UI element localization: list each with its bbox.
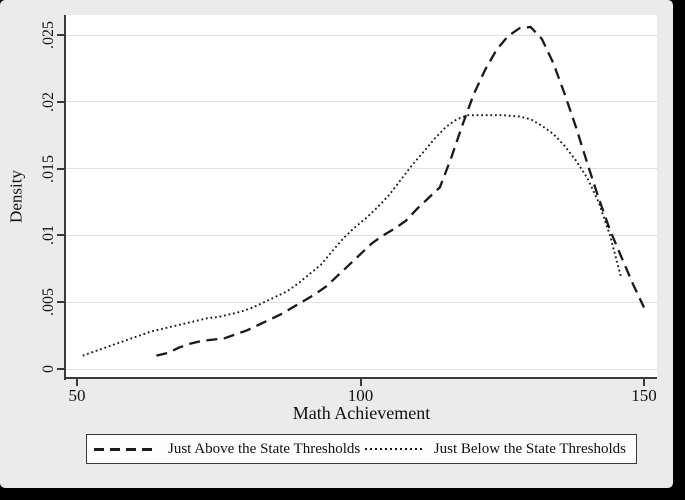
legend-entry-just-above: Just Above the State Thresholds	[94, 441, 360, 458]
y-tick-mark	[57, 368, 65, 370]
y-tick-label: .025	[40, 21, 57, 49]
y-gridline	[66, 34, 657, 36]
legend-label-just-below: Just Below the State Thresholds	[433, 440, 626, 457]
density-curve-dotted	[82, 114, 623, 357]
y-tick-label: .02	[40, 91, 57, 112]
x-tick-label: 150	[631, 386, 657, 405]
x-axis-title: Math Achievement	[292, 403, 431, 423]
x-tick-label: 50	[68, 386, 86, 405]
x-tick-mark	[359, 379, 362, 386]
dotted-line-sample-icon	[364, 448, 422, 450]
y-tick-label: .01	[40, 225, 57, 246]
y-gridline	[66, 301, 657, 303]
x-axis-line	[64, 377, 657, 379]
graph-canvas: 0.005.01.015.02.025 50 100 150 Density Math…	[0, 0, 673, 488]
y-tick-mark	[57, 301, 65, 304]
y-gridline	[66, 234, 657, 236]
density-curves-svg	[82, 25, 646, 357]
y-axis-title: Density	[6, 170, 26, 223]
legend-entry-just-below: Just Below the State Thresholds	[364, 440, 626, 458]
y-tick-mark	[57, 34, 65, 36]
x-tick-mark	[76, 379, 78, 386]
y-gridline	[66, 168, 657, 170]
dashed-line-sample-icon	[94, 447, 156, 451]
y-tick-label: .005	[40, 288, 57, 317]
legend: Just Above the State Thresholds Just Bel…	[86, 434, 637, 464]
y-tick-label: .015	[40, 154, 57, 183]
y-tick-mark	[57, 100, 65, 103]
y-tick-mark	[57, 234, 65, 237]
y-axis-line	[64, 15, 66, 380]
x-tick-label: 100	[347, 386, 374, 405]
y-gridline	[66, 101, 657, 103]
density-curve-dashed	[156, 25, 646, 357]
y-gridline	[66, 368, 657, 370]
legend-label-just-above: Just Above the State Thresholds	[168, 440, 361, 457]
y-tick-mark	[57, 167, 65, 170]
x-tick-mark	[643, 379, 645, 386]
